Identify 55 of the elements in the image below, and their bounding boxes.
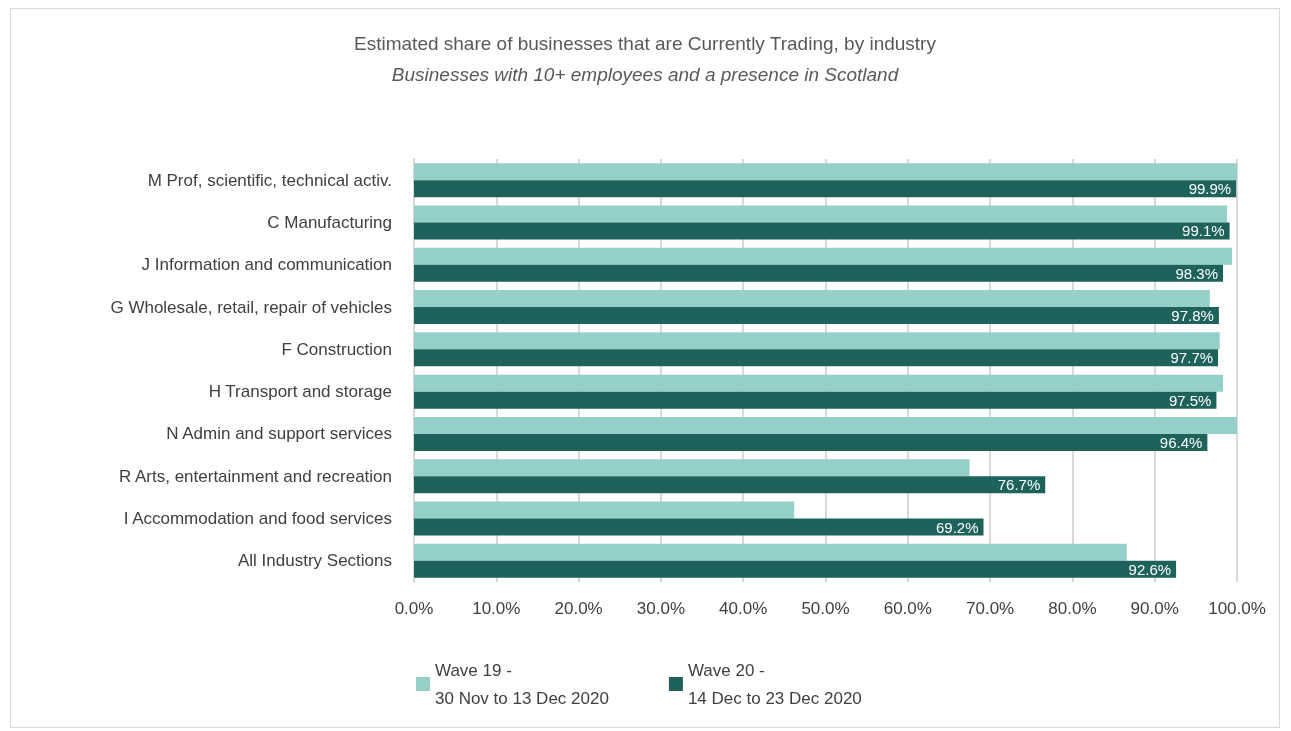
x-tick-label: 30.0% — [636, 599, 685, 618]
bar — [414, 560, 1177, 578]
data-label: 99.9% — [1188, 180, 1232, 198]
legend-label: Wave 20 - 14 Dec to 23 Dec 2020 — [687, 660, 862, 708]
bar — [414, 543, 1127, 561]
x-tick-label: 100.0% — [1208, 599, 1266, 618]
bar — [414, 459, 970, 477]
y-tick-label: I Accommodation and food services — [123, 509, 392, 529]
data-label: 97.5% — [1168, 391, 1212, 409]
y-tick-label: G Wholesale, retail, repair of vehicles — [110, 297, 392, 317]
x-tick-label: 70.0% — [966, 599, 1015, 618]
bar — [414, 180, 1237, 198]
bar — [414, 476, 1046, 494]
x-tick-label: 0.0% — [394, 599, 434, 618]
x-tick-label: 90.0% — [1130, 599, 1179, 618]
bar — [414, 290, 1210, 308]
bar — [414, 433, 1208, 451]
data-label: 97.8% — [1171, 307, 1214, 325]
y-tick-label: C Manufacturing — [267, 212, 392, 232]
bar — [414, 247, 1233, 265]
bar — [414, 264, 1224, 282]
chart-title: Estimated share of businesses that are Currently Trading, by industry — [354, 33, 937, 54]
data-label: 92.6% — [1128, 560, 1172, 578]
bar — [414, 205, 1228, 223]
data-label: 97.7% — [1170, 349, 1214, 367]
bar — [414, 501, 795, 519]
bar — [414, 222, 1230, 240]
bar — [414, 307, 1219, 325]
data-label: 99.1% — [1182, 222, 1225, 240]
data-label: 96.4% — [1159, 433, 1203, 451]
y-tick-label: H Transport and storage — [208, 382, 392, 402]
y-tick-label: All Industry Sections — [237, 551, 392, 571]
y-tick-label: N Admin and support services — [166, 424, 392, 444]
data-label: 69.2% — [935, 518, 979, 536]
x-tick-label: 50.0% — [801, 599, 850, 618]
y-tick-label: F Construction — [281, 339, 392, 359]
y-tick-label: R Arts, entertainment and recreation — [118, 466, 392, 486]
x-tick-label: 20.0% — [554, 599, 603, 618]
x-tick-label: 10.0% — [472, 599, 521, 618]
x-tick-label: 60.0% — [883, 599, 932, 618]
bar — [414, 391, 1217, 409]
x-tick-label: 40.0% — [719, 599, 768, 618]
bar — [414, 374, 1224, 392]
chart-subtitle: Businesses with 10+ employees and a presence in Scotland — [391, 64, 900, 85]
x-tick-label: 80.0% — [1048, 599, 1097, 618]
data-label: 98.3% — [1175, 264, 1219, 282]
bar — [414, 332, 1220, 350]
data-label: 76.7% — [997, 476, 1041, 494]
bar — [414, 349, 1219, 367]
y-tick-label: M Prof, scientific, technical activ. — [147, 170, 392, 190]
bar — [414, 518, 984, 536]
y-tick-label: J Information and communication — [141, 255, 392, 275]
legend-label: Wave 19 - 30 Nov to 13 Dec 2020 — [435, 660, 609, 708]
bar — [414, 416, 1237, 434]
bar — [414, 163, 1237, 181]
